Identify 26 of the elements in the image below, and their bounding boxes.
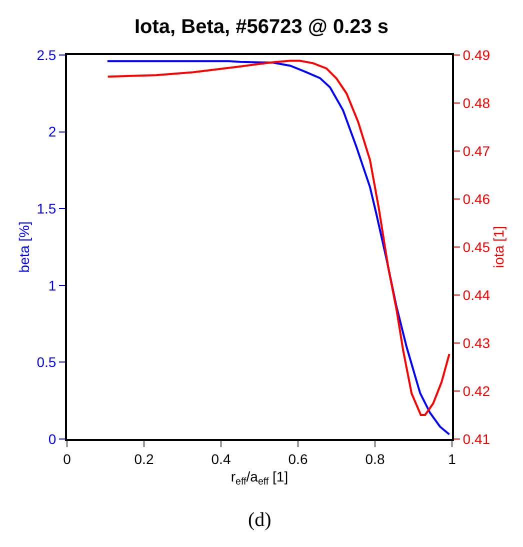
y2-tick-label: 0.45 bbox=[462, 238, 490, 255]
x-tick-label: 0 bbox=[63, 450, 72, 467]
y2-axis-title: iota [1] bbox=[490, 226, 506, 268]
y-tick-label: 2 bbox=[48, 124, 56, 140]
x-tick-label: 0.2 bbox=[134, 450, 154, 467]
x-tick-label: 1 bbox=[448, 450, 456, 467]
y2-tick-label: 0.41 bbox=[462, 430, 490, 447]
y2-tick-label: 0.47 bbox=[462, 142, 490, 159]
y-tick-label: 2.5 bbox=[36, 46, 56, 63]
y2-tick-label: 0.42 bbox=[462, 382, 490, 399]
x-tick-label: 0.8 bbox=[365, 450, 385, 467]
y-tick-label: 0 bbox=[48, 430, 56, 447]
y2-tick-label: 0.43 bbox=[462, 334, 490, 351]
y2-tick-label: 0.48 bbox=[462, 94, 490, 111]
y2-tick-label: 0.49 bbox=[462, 46, 490, 63]
y-tick-label: 1 bbox=[48, 277, 56, 294]
y-tick-label: 1.5 bbox=[36, 200, 56, 216]
x-tick-label: 0.6 bbox=[288, 450, 308, 467]
y-axis-title: beta [%] bbox=[16, 221, 32, 273]
chart-title: Iota, Beta, #56723 @ 0.23 s bbox=[134, 16, 389, 38]
x-tick-label: 0.4 bbox=[211, 450, 231, 467]
y-tick-label: 0.5 bbox=[36, 354, 56, 370]
x-axis-title: r$_{eff}$/a$_{eff}$ [1] bbox=[230, 468, 288, 488]
text: (d) bbox=[248, 509, 272, 531]
y2-tick-label: 0.46 bbox=[462, 190, 490, 207]
y2-tick-label: 0.44 bbox=[462, 286, 490, 303]
